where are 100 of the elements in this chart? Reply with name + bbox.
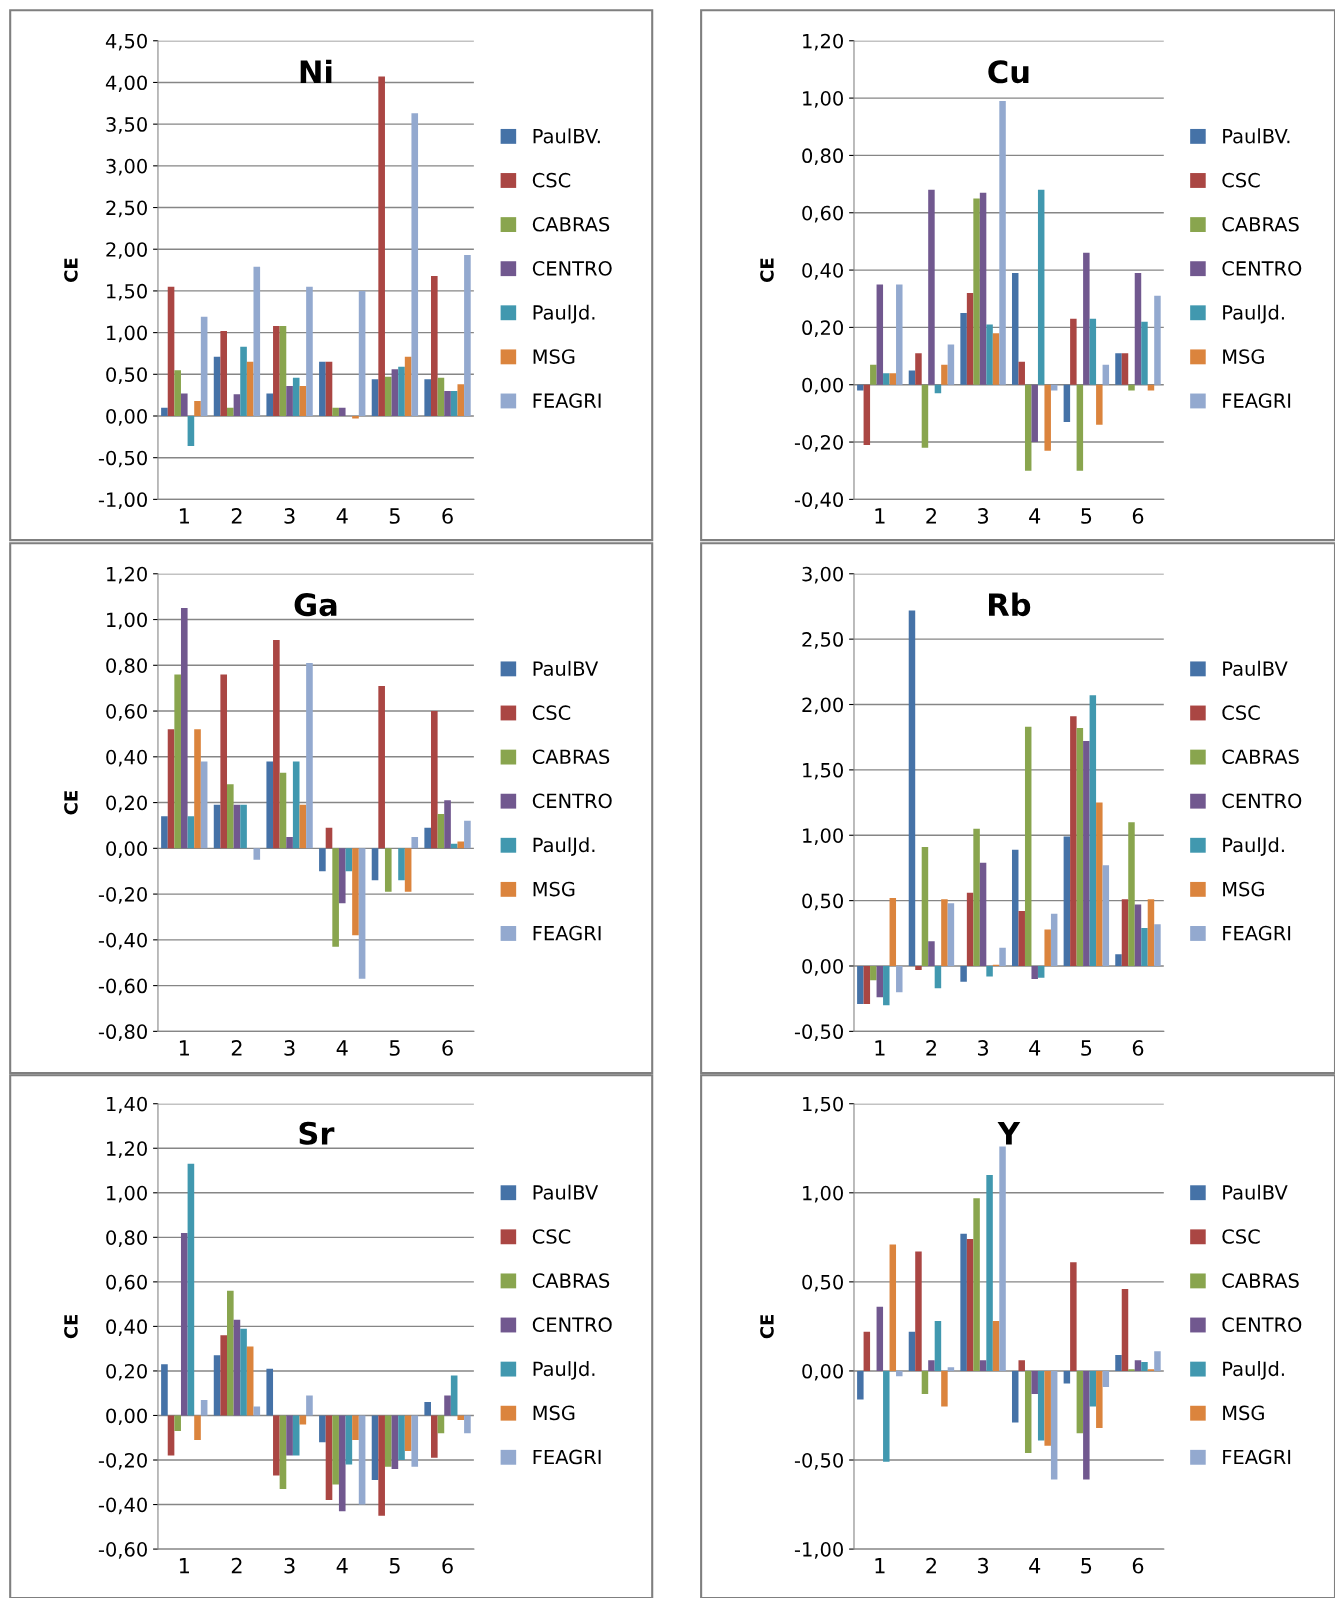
x-tick-label: 1 [875,1040,885,1056]
legend-label: PaulJd. [533,304,595,324]
bar [398,366,405,416]
x-tick-label: 4 [336,1040,348,1056]
bar [1115,353,1122,385]
legend-label: CSC [1222,1229,1260,1244]
y-tick-label: 0,60 [802,205,843,223]
bar [883,1370,890,1462]
bar [233,1319,241,1416]
bar [863,384,871,445]
bar [1011,272,1019,385]
bar [220,674,228,849]
bar [1134,904,1142,966]
legend-label: MSG [533,881,575,897]
bar [273,640,280,849]
bar [883,373,890,385]
bar [941,899,948,966]
bar [1115,1354,1122,1371]
bar [180,1232,188,1416]
bar [457,1415,465,1420]
bar [378,76,385,416]
bar [1076,384,1084,471]
bar [979,1360,987,1371]
bar [424,379,431,416]
bar [200,316,208,416]
bar [325,361,333,416]
bar [960,965,967,982]
bar [896,1370,903,1377]
bar [876,965,884,998]
y-tick-label: 0,00 [106,408,147,426]
bar [1024,1370,1032,1453]
bar [411,113,419,416]
bar [273,325,280,416]
bar [332,1415,339,1485]
y-tick-label: -0,60 [98,1542,147,1559]
y-axis-title: CE [64,791,78,815]
bar [338,848,346,904]
bar [437,1415,445,1434]
bar [896,965,903,993]
bar [1018,1360,1025,1371]
bar [319,848,326,872]
x-tick-label: 2 [231,508,242,524]
bar [384,848,392,892]
y-tick-label: -0,50 [794,1024,843,1042]
legend-label: PaulBV [533,660,599,676]
legend-label: CENTRO [532,793,612,809]
bar [883,965,890,1006]
legend-label: MSG [1223,349,1264,364]
legend-label: PaulJd. [533,1361,595,1380]
bar [1083,252,1090,385]
x-tick-label: 6 [442,508,453,524]
bar [187,816,195,849]
bar [1076,728,1084,966]
bar [863,1331,871,1371]
bar [358,848,366,979]
bar [292,1415,300,1456]
y-tick-label: 0,80 [106,658,147,675]
legend-label: CSC [532,172,571,188]
y-tick-label: 4,50 [105,33,147,51]
y-tick-label: 1,20 [107,566,147,584]
y-tick-label: 0,40 [802,263,843,280]
bar [345,848,353,872]
bar [908,610,916,966]
bar [194,1415,201,1440]
bar [167,286,175,416]
bar [1050,1370,1058,1480]
bar [404,356,412,416]
legend-label: CABRAS [532,749,610,765]
y-tick-label: 1,00 [107,612,147,630]
bar [1147,899,1155,966]
y-tick-label: 0,00 [802,958,843,976]
bar [319,1415,326,1443]
legend-label: MSG [533,349,575,364]
bar [1089,318,1097,385]
x-tick-label: 1 [179,1558,189,1574]
bar [457,841,465,849]
bar [404,848,412,892]
bar [431,1415,438,1458]
bar [279,1415,287,1489]
legend-label: PaulJd. [1223,837,1284,856]
bar [352,1415,359,1440]
bar [437,814,445,849]
bar [292,761,300,849]
y-axis-title: CE [64,258,78,282]
y-tick-label: 3,50 [106,117,147,134]
bar [992,333,1000,385]
bar [1024,384,1032,471]
bar [1141,321,1148,385]
y-tick-label: 1,00 [803,91,843,108]
y-tick-label: 4,00 [105,75,147,93]
chart-title: Sr [299,1121,335,1145]
bar [915,1251,922,1371]
bar [306,286,313,416]
legend-label: FEAGRI [533,925,601,941]
bar [876,1306,884,1371]
bar [404,1415,412,1452]
bar [1076,1370,1084,1434]
bar [986,1174,993,1371]
bar [213,356,221,416]
bar [973,828,980,966]
